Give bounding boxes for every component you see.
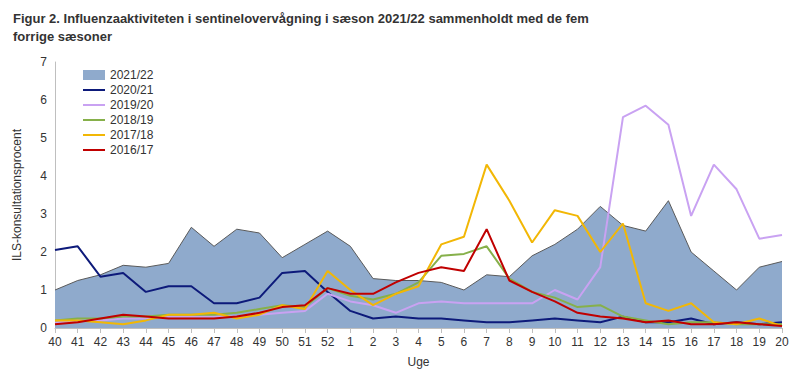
svg-text:1: 1 [347,335,354,349]
svg-text:3: 3 [392,335,399,349]
svg-text:11: 11 [571,335,584,349]
svg-text:4: 4 [415,335,422,349]
svg-text:forrige sæsoner: forrige sæsoner [13,29,112,44]
svg-text:10: 10 [548,335,562,349]
svg-text:19: 19 [753,335,767,349]
svg-text:2: 2 [40,245,47,259]
svg-text:ILS-konsultationsprocent: ILS-konsultationsprocent [10,128,24,261]
svg-text:3: 3 [40,207,47,221]
svg-text:40: 40 [48,335,62,349]
svg-text:42: 42 [94,335,108,349]
svg-text:45: 45 [162,335,176,349]
svg-text:0: 0 [40,321,47,335]
svg-text:17: 17 [707,335,721,349]
svg-text:2020/21: 2020/21 [110,83,154,97]
svg-text:46: 46 [185,335,199,349]
svg-text:43: 43 [116,335,130,349]
svg-text:16: 16 [684,335,698,349]
svg-text:Figur 2. Influenzaaktiviteten: Figur 2. Influenzaaktiviteten i sentinel… [13,11,592,26]
svg-text:Uge: Uge [407,355,429,369]
svg-text:7: 7 [40,55,47,69]
svg-text:2016/17: 2016/17 [110,143,154,157]
svg-text:20: 20 [775,335,789,349]
svg-text:51: 51 [298,335,312,349]
svg-text:47: 47 [207,335,221,349]
svg-text:7: 7 [483,335,490,349]
svg-text:44: 44 [139,335,153,349]
svg-text:49: 49 [253,335,267,349]
svg-text:13: 13 [616,335,630,349]
svg-text:14: 14 [639,335,653,349]
svg-text:2: 2 [370,335,377,349]
svg-text:8: 8 [506,335,513,349]
svg-text:48: 48 [230,335,244,349]
svg-text:52: 52 [321,335,335,349]
svg-text:12: 12 [594,335,608,349]
svg-text:18: 18 [730,335,744,349]
svg-text:41: 41 [71,335,85,349]
svg-text:2017/18: 2017/18 [110,128,154,142]
svg-text:2021/22: 2021/22 [110,68,154,82]
svg-text:2019/20: 2019/20 [110,98,154,112]
svg-text:9: 9 [529,335,536,349]
svg-text:5: 5 [40,131,47,145]
svg-text:6: 6 [461,335,468,349]
svg-text:50: 50 [276,335,290,349]
svg-text:15: 15 [662,335,676,349]
svg-text:4: 4 [40,169,47,183]
svg-text:5: 5 [438,335,445,349]
svg-text:2018/19: 2018/19 [110,113,154,127]
svg-text:6: 6 [40,93,47,107]
svg-text:1: 1 [40,283,47,297]
